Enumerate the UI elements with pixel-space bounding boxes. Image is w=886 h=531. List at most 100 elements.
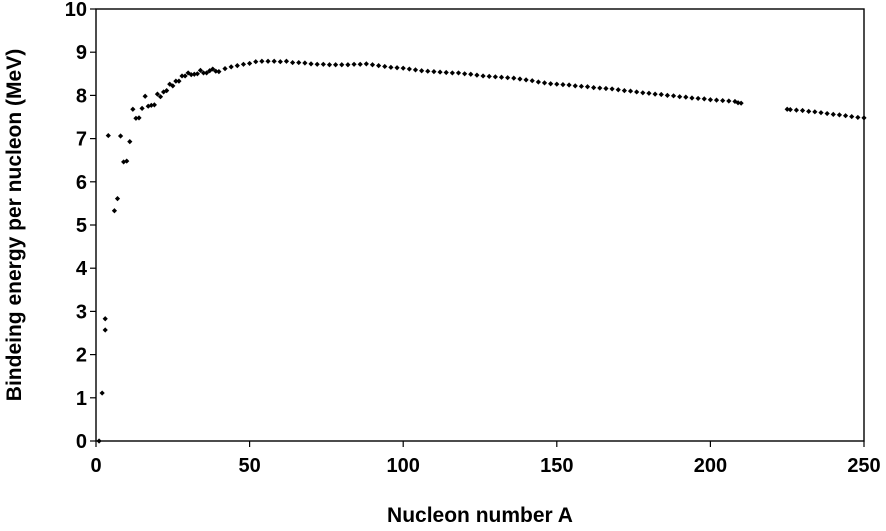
data-point — [151, 102, 157, 108]
data-point — [431, 69, 437, 75]
data-point — [548, 81, 554, 87]
data-point — [787, 107, 793, 113]
y-tick-label: 7 — [76, 129, 87, 151]
data-point — [806, 108, 812, 114]
data-point — [197, 67, 204, 73]
y-tick-label: 1 — [76, 388, 87, 410]
data-point — [213, 68, 219, 74]
data-point — [127, 139, 133, 145]
y-tick-label: 4 — [76, 258, 88, 280]
data-point — [621, 88, 627, 94]
data-point — [160, 89, 167, 95]
y-tick-label: 2 — [76, 345, 87, 367]
plot-frame — [95, 8, 865, 442]
data-point — [498, 74, 505, 80]
data-point — [271, 58, 277, 64]
data-point — [296, 59, 302, 66]
data-point — [117, 133, 124, 139]
data-point — [148, 102, 154, 108]
data-point — [419, 68, 425, 74]
data-point — [584, 84, 591, 90]
data-point — [566, 82, 572, 88]
data-point — [578, 83, 584, 89]
x-axis: 0 50 100 150 200 250 — [90, 441, 881, 477]
data-point — [707, 97, 713, 103]
data-point — [345, 62, 351, 68]
data-point — [363, 61, 369, 67]
data-point — [240, 61, 247, 67]
data-point — [474, 72, 480, 78]
data-point — [529, 78, 535, 84]
data-point — [157, 94, 164, 100]
data-point — [222, 66, 228, 72]
data-point — [468, 71, 474, 77]
data-point — [283, 58, 290, 64]
data-point — [855, 114, 861, 121]
data-point — [320, 61, 326, 67]
data-point — [351, 61, 357, 67]
data-point — [228, 64, 234, 70]
data-point — [394, 65, 400, 71]
x-tick-label: 200 — [694, 455, 727, 477]
data-point — [124, 158, 130, 164]
data-point — [695, 95, 701, 102]
data-point — [701, 96, 707, 102]
x-axis-label: Nucleon number A — [387, 504, 573, 527]
y-tick-label: 10 — [65, 0, 87, 21]
data-point — [376, 62, 382, 69]
y-axis-label: Bindeing energy per nucleon (MeV) — [3, 49, 26, 401]
data-point — [560, 82, 566, 88]
data-point — [437, 69, 443, 75]
x-tick-label: 250 — [847, 455, 880, 477]
data-point — [277, 59, 283, 65]
data-point — [216, 69, 222, 75]
data-point — [382, 63, 388, 70]
data-point — [830, 111, 836, 118]
data-point — [517, 76, 523, 82]
x-tick-label: 150 — [540, 455, 573, 477]
data-point — [713, 97, 720, 103]
data-point — [443, 69, 449, 76]
data-point — [136, 115, 142, 121]
y-tick-label: 9 — [76, 42, 87, 64]
data-point — [793, 107, 800, 113]
data-point — [308, 61, 314, 67]
data-point — [799, 107, 806, 114]
data-point — [462, 71, 468, 77]
data-point — [732, 98, 738, 105]
data-point — [210, 66, 216, 72]
data-point — [105, 132, 111, 139]
data-point — [167, 81, 173, 87]
data-point — [191, 71, 197, 77]
data-point — [849, 113, 855, 120]
data-point — [738, 100, 744, 106]
data-point — [449, 70, 455, 76]
data-point — [634, 89, 640, 95]
data-point — [173, 78, 179, 84]
data-point — [591, 85, 597, 91]
y-tick-label: 8 — [76, 85, 87, 107]
data-point — [818, 110, 824, 116]
data-point — [182, 73, 188, 79]
data-point — [511, 75, 517, 81]
x-tick-label: 0 — [90, 455, 101, 477]
data-point — [203, 70, 210, 76]
data-point — [842, 113, 849, 119]
data-point — [615, 87, 621, 93]
data-point — [369, 62, 376, 68]
data-point — [640, 90, 646, 96]
data-point — [194, 71, 200, 77]
data-point — [658, 91, 664, 98]
data-point — [406, 66, 412, 72]
y-tick-label: 5 — [76, 215, 87, 237]
data-point — [96, 438, 102, 444]
data-point — [523, 77, 529, 83]
data-point — [388, 64, 394, 70]
data-point — [142, 93, 148, 99]
data-point — [164, 88, 170, 94]
data-point — [683, 94, 689, 100]
data-point — [627, 88, 634, 94]
data-point — [505, 75, 511, 81]
data-point — [314, 61, 320, 67]
data-point — [326, 62, 333, 68]
